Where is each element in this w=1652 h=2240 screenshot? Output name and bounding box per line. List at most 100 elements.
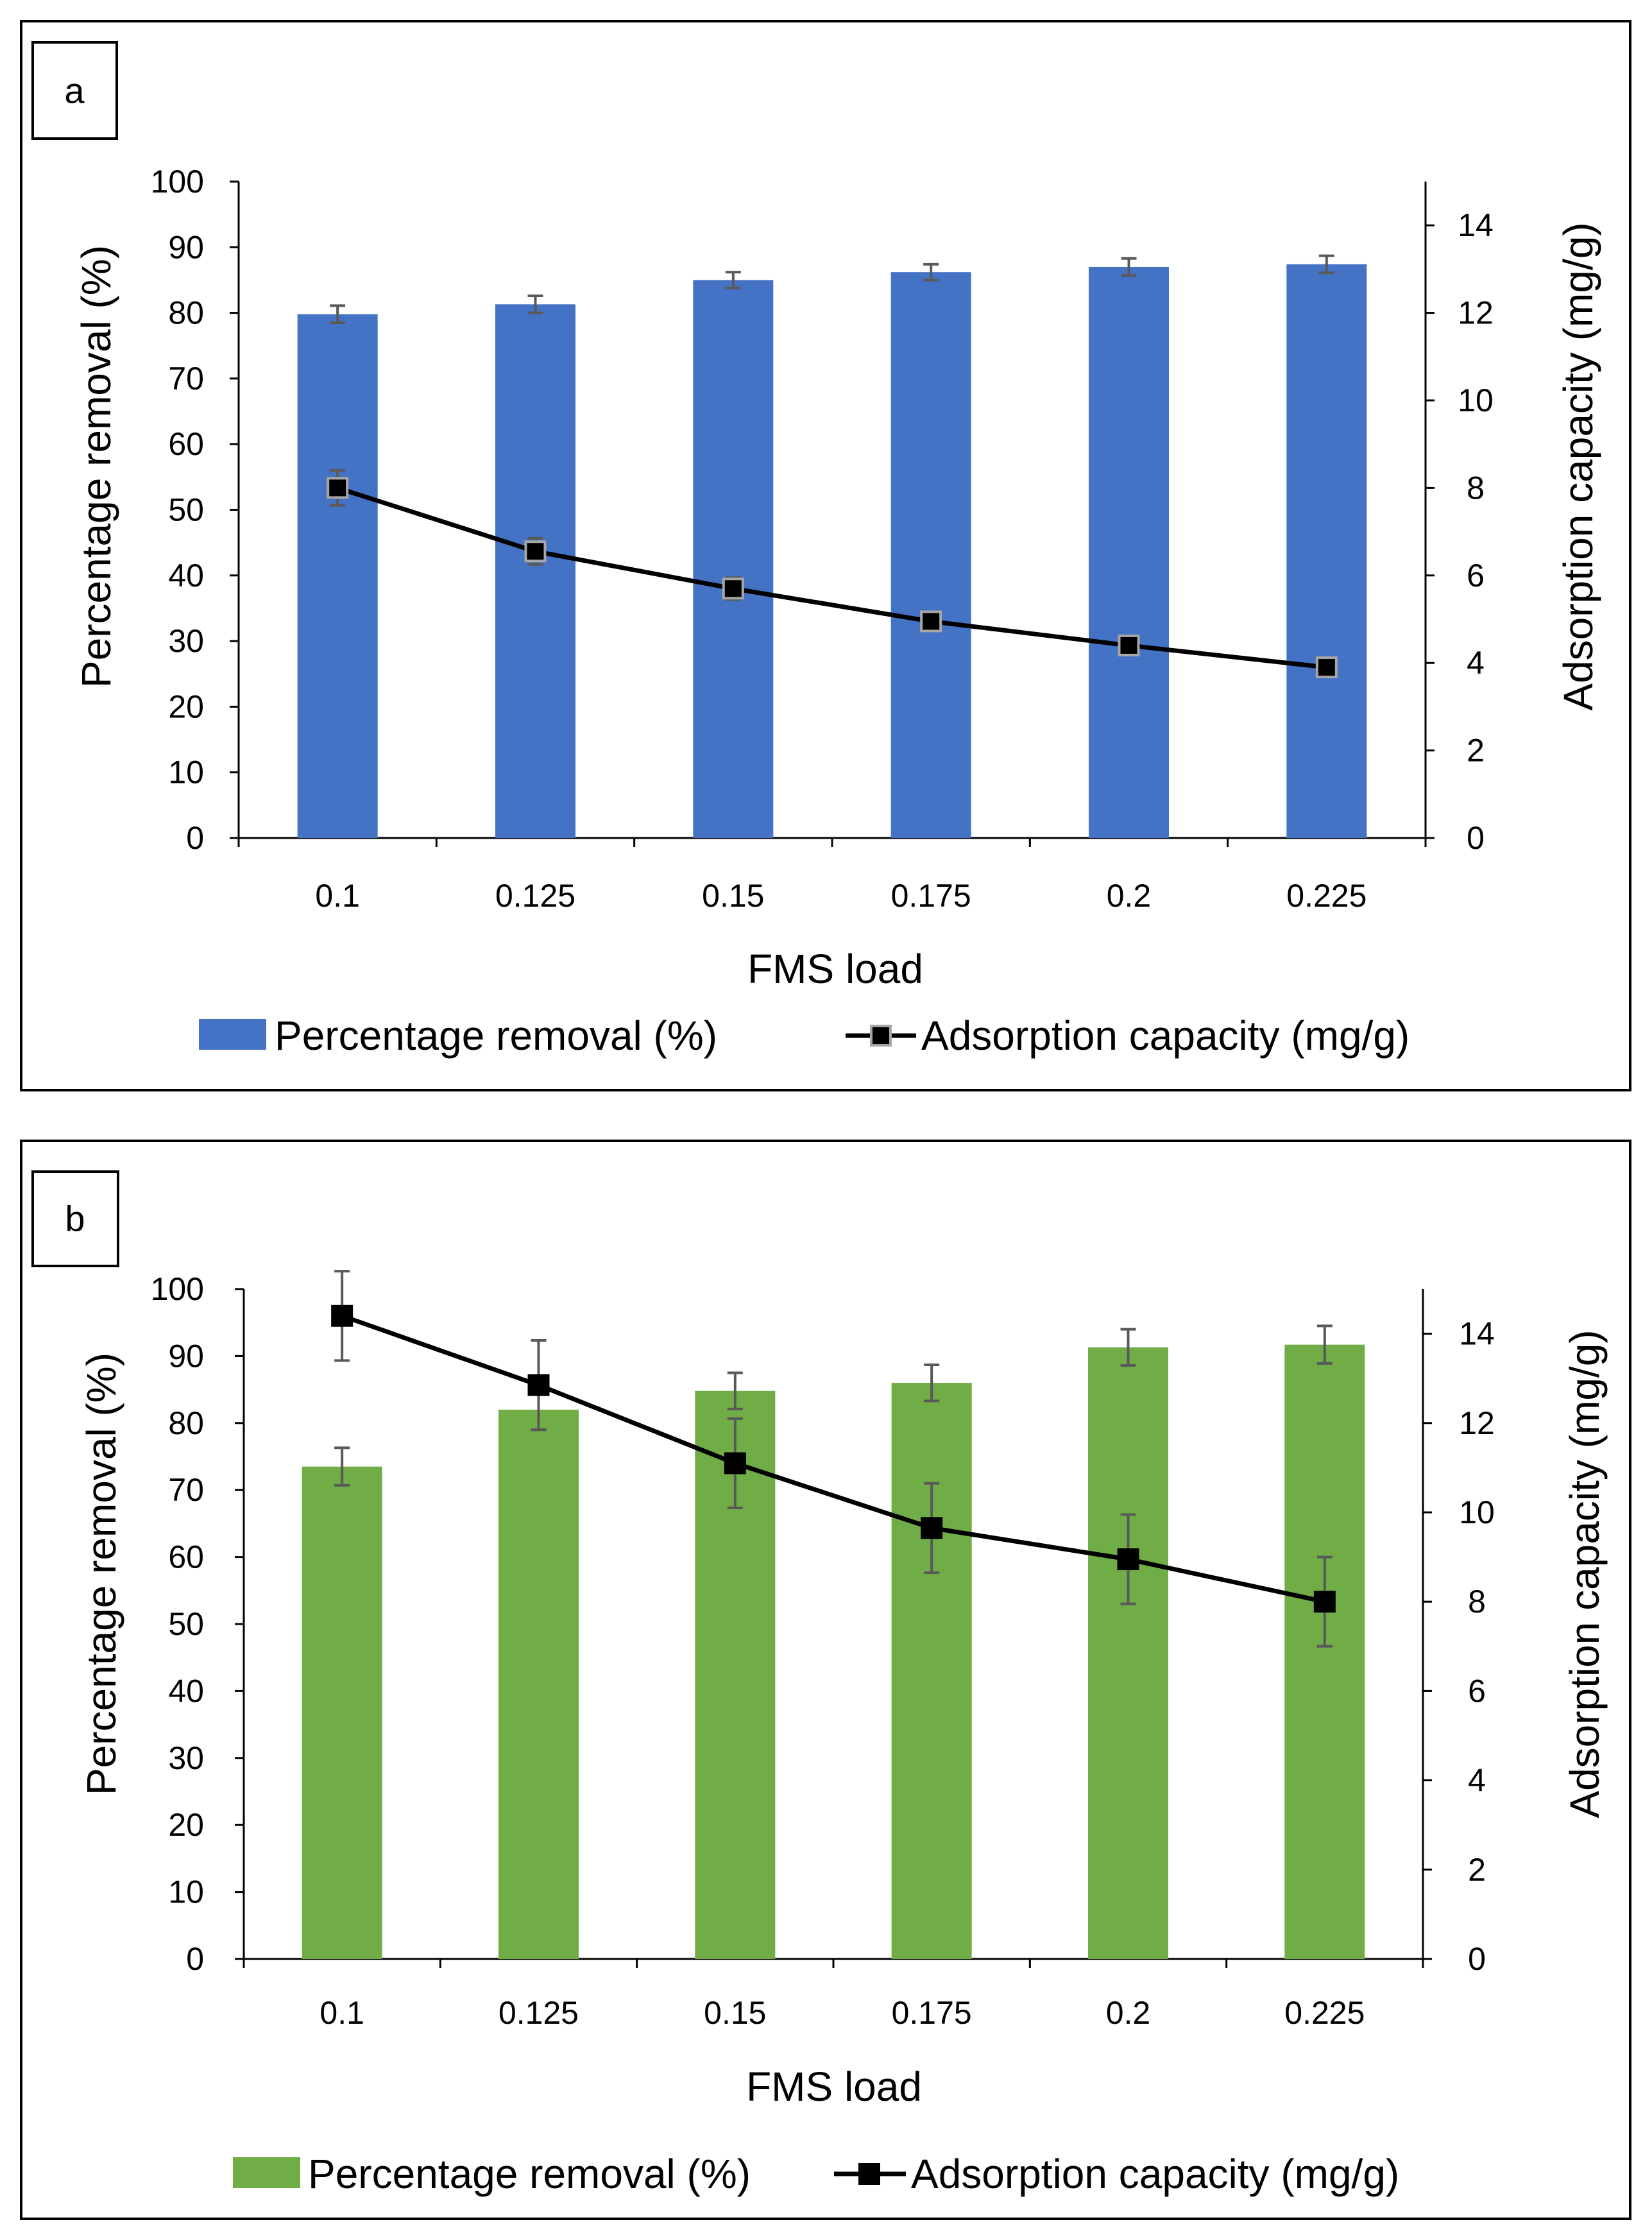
panel-b-y-tick-label: 100 [151,1271,204,1307]
panel-a-y2-tick-label: 6 [1467,558,1485,594]
panel-b-legend-bar-swatch [233,2157,300,2188]
panel-b-y-tick-label: 90 [168,1338,204,1374]
panel-a-capacity-point [1315,656,1338,679]
panel-a-y-tick-label: 80 [168,295,204,331]
panel-a-legend-line-marker [870,1025,892,1047]
panel-b-legend-bar-label: Percentage removal (%) [308,2151,751,2197]
panel-b-x-tick-label: 0.225 [1284,1995,1365,2031]
panel-b-bar [1088,1347,1168,1959]
panel-a-capacity-point [327,477,349,499]
panel-b-x-tick-label: 0.125 [498,1995,579,2031]
panel-a-bar [495,304,575,838]
panel-b-y2-tick-label: 8 [1468,1584,1486,1620]
panel-a-x-tick-label: 0.1 [315,878,360,914]
panel-a-legend-bar-label: Percentage removal (%) [275,1013,717,1059]
panel-a-y2-tick-label: 14 [1458,207,1494,243]
panel-a-y-tick-label: 10 [168,755,204,791]
panel-b-y2-tick-label: 2 [1468,1852,1486,1888]
panel-b-bar [498,1409,579,1959]
panel-b-y-tick-label: 20 [168,1807,204,1843]
panel-a-y2-tick-label: 8 [1467,470,1485,506]
panel-a-x-axis-title: FMS load [747,946,923,992]
panel-a-y2-axis-title: Adsorption capacity (mg/g) [1555,222,1601,710]
panel-a-bar [1286,264,1367,838]
panel-b-y-tick-label: 10 [168,1874,204,1910]
panel-b-y-tick-label: 80 [168,1405,204,1441]
panel-b-x-tick-label: 0.15 [704,1995,766,2031]
panel-a-y2-tick-label: 0 [1467,820,1485,856]
panel-b-bar [891,1383,972,1959]
panel-b-capacity-point [921,1517,943,1539]
panel-a-y-tick-label: 50 [168,492,204,528]
panel-b-y-tick-label: 40 [168,1673,204,1709]
panel-b-x-tick-label: 0.175 [892,1995,972,2031]
panel-b-legend-line-label: Adsorption capacity (mg/g) [911,2151,1399,2197]
panel-a-y-tick-label: 60 [168,426,204,462]
panel-b-y2-tick-label: 10 [1459,1494,1495,1530]
panel-b-capacity-point [1117,1548,1139,1571]
panel-b-x-tick-label: 0.1 [319,1995,364,2031]
panel-b-capacity-point [331,1304,353,1327]
panel-a-bar [693,280,774,838]
panel-a-label: a [64,71,85,111]
panel-b-bar [302,1466,382,1959]
panel-a-y-tick-label: 70 [168,361,204,397]
panel-b-y-tick-label: 70 [168,1472,204,1508]
panel-b-label-box [31,1170,119,1267]
panel-b-capacity-point [1313,1591,1336,1613]
panel-a-capacity-point [722,577,744,600]
panel-b-capacity-line [341,1313,1325,1604]
panel-b-y2-tick-label: 0 [1468,1941,1486,1977]
panel-b-y2-tick-label: 14 [1459,1316,1495,1352]
panel-b-bar [1284,1344,1365,1959]
panel-a-legend-line-label: Adsorption capacity (mg/g) [921,1013,1409,1059]
panel-b-y2-axis-title: Adsorption capacity (mg/g) [1562,1329,1608,1818]
panel-a-bar [890,272,971,838]
panel-b-label: b [65,1199,85,1239]
panel-a-y-tick-label: 100 [151,164,204,200]
panel-b-y-tick-label: 0 [186,1941,204,1977]
panel-a-x-tick-label: 0.225 [1286,878,1367,914]
panel-a-y-axis-title: Percentage removal (%) [73,245,119,688]
panel-a-y-tick-label: 20 [168,688,204,724]
panel-a-y-tick-label: 40 [168,558,204,594]
panel-a-bar [1089,266,1169,838]
panel-b-y2-tick-label: 12 [1459,1405,1495,1441]
panel-a-label-box [31,41,118,140]
panel-a-x-tick-label: 0.125 [495,878,575,914]
panel-b-y-tick-label: 50 [168,1606,204,1642]
panel-a-x-tick-label: 0.15 [702,878,764,914]
panel-a-x-tick-label: 0.175 [891,878,971,914]
panel-b-x-tick-label: 0.2 [1106,1995,1151,2031]
panel-b-frame [20,1140,1631,2220]
panel-a-capacity-point [920,610,942,633]
panel-a-x-tick-label: 0.2 [1107,878,1152,914]
panel-a-y-tick-label: 90 [168,229,204,265]
panel-a-bar [297,314,378,838]
panel-a-frame [20,20,1631,1091]
panel-b-legend-line-marker [858,2163,880,2185]
panel-a-y-tick-label: 0 [186,820,204,856]
panel-b-capacity-point [527,1374,550,1396]
panel-a-capacity-point [524,540,547,563]
panel-b-capacity-point [724,1452,746,1475]
panel-b-legend: Percentage removal (%) Adsorption capaci… [233,2151,1399,2197]
panel-a-y-tick-label: 30 [168,623,204,659]
panel-b-x-axis-title: FMS load [746,2064,922,2110]
panel-a-y2-tick-label: 12 [1458,295,1494,331]
panel-b-plot: 0 10 20 30 40 50 60 70 80 90 100 0 2 4 6 8 10 12 14 0.1 0.12… [151,1270,1495,2031]
panel-a-y2-tick-label: 4 [1467,645,1485,681]
panel-b-y-axis-title: Percentage removal (%) [78,1353,124,1795]
panel-b-y2-tick-label: 4 [1468,1763,1486,1799]
panel-a-y2-tick-label: 10 [1458,382,1494,418]
panel-b-y-tick-label: 60 [168,1539,204,1575]
panel-a-capacity-line [337,486,1327,670]
panel-a: a 0 10 20 30 40 50 60 70 80 90 100 0 2 4 6 8 10 12 14 0.1 0.… [20,20,1631,1091]
panel-a-legend: Percentage removal (%) Adsorption capaci… [199,1013,1409,1059]
panel-b-y2-tick-label: 6 [1468,1673,1486,1709]
panel-a-y2-tick-label: 2 [1467,733,1485,769]
panel-a-legend-bar-swatch [199,1019,266,1050]
panel-b: b 0 10 20 30 40 50 60 70 80 90 100 0 2 4 6 8 10 12 14 0.1 0.… [20,1140,1631,2220]
panel-a-plot: 0 10 20 30 40 50 60 70 80 90 100 0 2 4 6 8 10 12 14 0.1 0.12… [151,164,1494,914]
